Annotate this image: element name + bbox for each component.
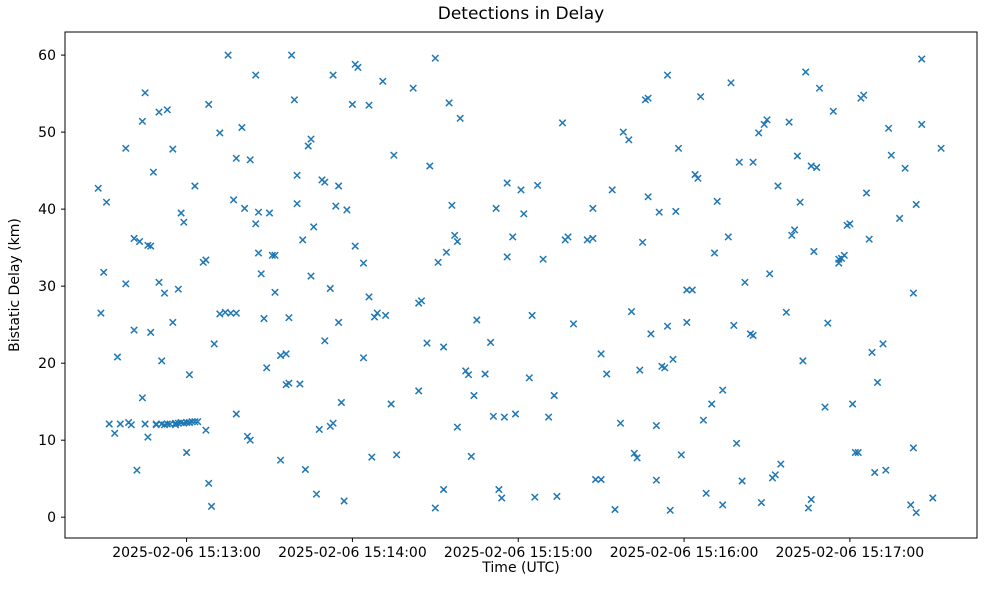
- x-tick-label: 2025-02-06 15:15:00: [444, 545, 593, 561]
- y-tick-label: 30: [38, 279, 56, 295]
- x-tick-label: 2025-02-06 15:13:00: [112, 545, 261, 561]
- chart-title: Detections in Delay: [437, 4, 605, 24]
- y-tick-label: 0: [47, 510, 56, 526]
- axes-frame: [64, 31, 978, 539]
- x-tick-label: 2025-02-06 15:16:00: [610, 545, 759, 561]
- y-tick-label: 40: [38, 202, 56, 218]
- x-tick-label: 2025-02-06 15:14:00: [278, 545, 427, 561]
- y-tick-label: 10: [38, 433, 56, 449]
- y-tick-label: 50: [38, 125, 56, 141]
- y-tick-label: 20: [38, 356, 56, 372]
- scatter-points: [94, 51, 945, 517]
- x-axis-label: Time (UTC): [482, 560, 560, 576]
- y-tick-label: 60: [38, 48, 56, 64]
- x-tick-label: 2025-02-06 15:17:00: [776, 545, 925, 561]
